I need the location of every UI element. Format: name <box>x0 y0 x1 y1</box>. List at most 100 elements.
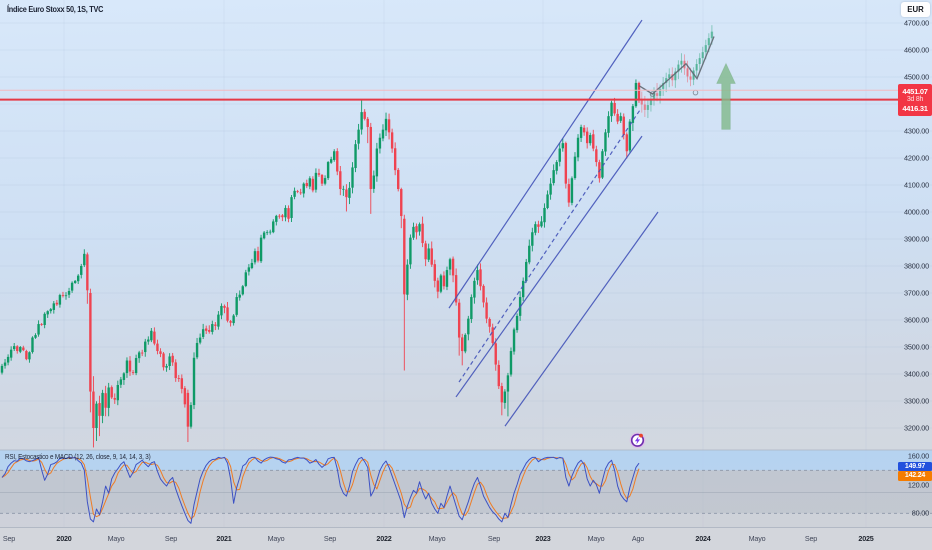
price-axis-label: 4100.00 <box>904 180 929 190</box>
candle-body <box>302 183 305 194</box>
candle-body <box>162 353 165 368</box>
candle-body <box>183 388 187 405</box>
forecast-candle-body <box>704 45 708 53</box>
candle-body <box>348 187 351 198</box>
candle-body <box>299 192 302 194</box>
indicator-lower-strip <box>0 513 932 527</box>
candle-body <box>442 275 446 287</box>
candle-body <box>31 337 34 353</box>
candle-body <box>305 183 308 187</box>
candle-body <box>387 119 391 133</box>
time-axis-label: 2021 <box>216 533 232 543</box>
forecast-candle-body <box>668 74 671 79</box>
candle-body <box>433 264 436 281</box>
candle-body <box>634 82 638 107</box>
candle-body <box>445 270 449 287</box>
candle-body <box>244 272 248 286</box>
candle-body <box>427 248 430 260</box>
candle-body <box>631 106 635 123</box>
candle-body <box>540 221 543 227</box>
candle-body <box>479 269 482 287</box>
candle-body <box>265 232 269 234</box>
candle-body <box>9 349 13 358</box>
candle-body <box>326 162 330 179</box>
flash-glow-ring <box>629 432 646 449</box>
forecast-candles-layer <box>638 25 715 119</box>
indicator-pane-background <box>0 450 932 527</box>
forecast-candle-body <box>674 71 677 81</box>
candle-body <box>397 169 400 190</box>
candle-body <box>491 327 494 343</box>
candle-body <box>168 356 171 366</box>
candle-body <box>150 330 153 341</box>
symbol-title[interactable]: Índice Euro Stoxx 50, 1S, TVC <box>7 4 104 14</box>
candle-body <box>198 337 202 343</box>
candle-body <box>25 350 28 360</box>
candle-body <box>488 318 491 327</box>
candle-body <box>375 148 379 177</box>
candle-body <box>607 116 610 133</box>
candle-body <box>189 405 193 427</box>
candle-body <box>403 218 406 295</box>
candle-body <box>272 221 275 233</box>
candle-body <box>293 190 296 197</box>
time-axis-label: Mayo <box>748 533 766 543</box>
candle-body <box>92 391 95 428</box>
candle-body <box>180 378 184 389</box>
forecast-candle-body <box>677 64 680 72</box>
candle-body <box>247 267 251 272</box>
indicator-lines <box>1 456 640 524</box>
candle-body <box>34 335 37 338</box>
candle-body <box>585 131 589 144</box>
candle-body <box>390 132 394 149</box>
candle-body <box>457 302 461 338</box>
candle-body <box>107 387 110 408</box>
candle-body <box>256 251 260 261</box>
candle-body <box>58 295 62 305</box>
candle-body <box>220 305 223 316</box>
candle-body <box>171 355 174 363</box>
candle-body <box>52 303 56 310</box>
indicator-upper-strip <box>0 450 932 471</box>
candle-body <box>451 258 455 276</box>
last-price-label: 4416.31 <box>902 104 928 113</box>
candle-body <box>464 334 467 352</box>
candle-body <box>564 143 568 184</box>
candle-body <box>98 403 101 416</box>
price-axis-label: 4700.00 <box>904 18 929 28</box>
candle-body <box>46 311 49 315</box>
candle-body <box>604 132 607 152</box>
pane-separators <box>0 449 932 550</box>
candle-body <box>329 159 333 163</box>
time-axis-label: Ago <box>631 533 645 543</box>
candle-body <box>406 264 409 295</box>
candle-body <box>104 393 107 408</box>
candle-body <box>476 270 479 281</box>
time-axis-label: Sep <box>487 533 501 543</box>
indicator-title[interactable]: RSI, Estocastico e MACD (12, 26, close, … <box>5 452 151 461</box>
candle-body <box>561 143 564 149</box>
candle-body <box>323 178 327 184</box>
candle-body <box>436 280 440 292</box>
candle-body <box>174 362 177 379</box>
candle-body <box>418 224 421 232</box>
candle-body <box>339 171 342 190</box>
candle-body <box>16 346 19 352</box>
candle-body <box>122 373 126 380</box>
candle-body <box>226 307 229 321</box>
currency-badge[interactable]: EUR <box>901 2 930 17</box>
candle-body <box>546 194 549 208</box>
forecast-candle-body <box>710 31 714 39</box>
projection-arrow <box>716 62 736 130</box>
candle-body <box>500 386 504 403</box>
candle-body <box>144 341 147 353</box>
candle-body <box>589 135 592 144</box>
forecast-candle-body <box>671 74 674 81</box>
candle-body <box>552 170 555 184</box>
candle-body <box>159 351 162 354</box>
forecast-candle-body <box>701 52 704 59</box>
time-axis-label: Sep <box>804 533 818 543</box>
candle-body <box>37 324 40 335</box>
